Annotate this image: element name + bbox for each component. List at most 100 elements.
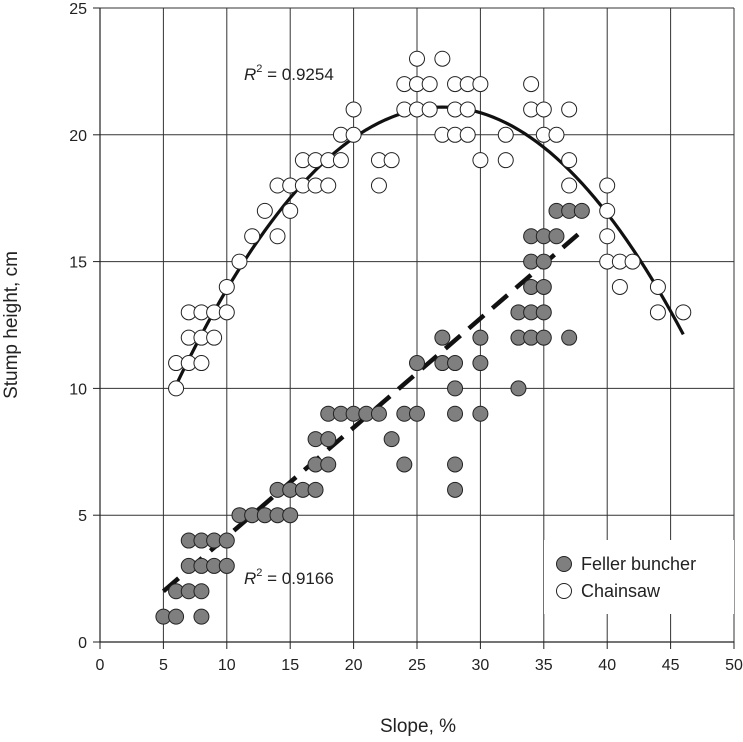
- y-axis-title: Stump height, cm: [1, 251, 22, 399]
- point-chainsaw: [421, 76, 438, 93]
- point-chainsaw: [599, 202, 616, 219]
- y-tick-label: 0: [78, 635, 87, 652]
- x-tick-label: 20: [345, 657, 363, 674]
- point-feller-buncher: [510, 380, 527, 397]
- y-tick-label: 15: [69, 255, 87, 272]
- point-chainsaw: [624, 253, 641, 270]
- x-axis-title: Slope, %: [380, 716, 456, 737]
- point-feller-buncher: [535, 304, 552, 321]
- y-tick-label: 25: [69, 1, 87, 18]
- point-feller-buncher: [320, 431, 337, 448]
- point-chainsaw: [282, 202, 299, 219]
- point-chainsaw: [256, 202, 273, 219]
- axes: 0 5 10 15 20 25 30 35 40 45 50 0 5 10 15 20 25: [69, 1, 743, 674]
- point-feller-buncher: [168, 608, 185, 625]
- point-feller-buncher: [383, 431, 400, 448]
- point-chainsaw: [459, 101, 476, 118]
- legend-label-chainsaw: Chainsaw: [581, 581, 661, 601]
- point-feller-buncher: [282, 507, 299, 524]
- point-chainsaw: [497, 126, 514, 143]
- r2-feller-value: = 0.9166: [262, 569, 333, 588]
- point-chainsaw: [193, 355, 210, 372]
- point-feller-buncher: [447, 405, 464, 422]
- point-feller-buncher: [396, 456, 413, 473]
- point-chainsaw: [320, 177, 337, 194]
- labels: Slope, % Stump height, cm R2 = 0.9254 R2…: [1, 63, 456, 737]
- point-chainsaw: [421, 101, 438, 118]
- point-feller-buncher: [193, 583, 210, 600]
- point-chainsaw: [269, 228, 286, 245]
- point-chainsaw: [206, 329, 223, 346]
- r2-feller-sup: 2: [256, 567, 262, 579]
- point-feller-buncher: [561, 329, 578, 346]
- point-chainsaw: [332, 152, 349, 169]
- point-feller-buncher: [548, 228, 565, 245]
- point-feller-buncher: [472, 329, 489, 346]
- r2-feller-r: R: [244, 569, 256, 588]
- point-feller-buncher: [535, 329, 552, 346]
- point-feller-buncher: [307, 481, 324, 498]
- point-chainsaw: [611, 278, 628, 295]
- r2-chainsaw-r: R: [244, 65, 256, 84]
- legend: Feller buncher Chainsaw: [544, 540, 734, 614]
- point-feller-buncher: [472, 355, 489, 372]
- point-chainsaw: [497, 152, 514, 169]
- point-feller-buncher: [409, 405, 425, 422]
- point-feller-buncher: [447, 481, 464, 498]
- point-chainsaw: [548, 126, 565, 143]
- y-tick-label: 10: [69, 381, 87, 398]
- point-chainsaw: [370, 177, 387, 194]
- y-tick-label: 20: [69, 128, 87, 145]
- point-feller-buncher: [472, 405, 489, 422]
- point-chainsaw: [434, 50, 451, 67]
- point-feller-buncher: [535, 278, 552, 295]
- x-tick-label: 0: [96, 657, 105, 674]
- point-feller-buncher: [370, 405, 387, 422]
- point-feller-buncher: [573, 202, 590, 219]
- point-chainsaw: [168, 380, 185, 397]
- point-chainsaw: [535, 101, 552, 118]
- point-chainsaw: [459, 126, 476, 143]
- x-tick-label: 45: [662, 657, 680, 674]
- r2-chainsaw-value: = 0.9254: [262, 65, 333, 84]
- data-points: [155, 50, 692, 625]
- point-chainsaw: [231, 253, 248, 270]
- x-tick-label: 35: [535, 657, 553, 674]
- legend-marker-feller-buncher: [556, 556, 572, 572]
- point-feller-buncher: [409, 355, 425, 372]
- point-feller-buncher: [447, 355, 464, 372]
- point-chainsaw: [561, 152, 578, 169]
- point-feller-buncher: [193, 608, 210, 625]
- point-feller-buncher: [218, 557, 235, 574]
- point-chainsaw: [383, 152, 400, 169]
- x-tick-label: 5: [159, 657, 168, 674]
- point-chainsaw: [218, 304, 235, 321]
- point-chainsaw: [561, 177, 578, 194]
- point-chainsaw: [561, 101, 578, 118]
- point-chainsaw: [472, 152, 489, 169]
- point-chainsaw: [345, 101, 362, 118]
- legend-label-feller-buncher: Feller buncher: [581, 554, 696, 574]
- x-tick-label: 30: [472, 657, 490, 674]
- point-feller-buncher: [320, 456, 337, 473]
- point-feller-buncher: [535, 253, 552, 270]
- x-tick-label: 50: [725, 657, 743, 674]
- point-feller-buncher: [447, 380, 464, 397]
- x-tick-label: 10: [218, 657, 236, 674]
- point-chainsaw: [649, 304, 666, 321]
- point-chainsaw: [345, 126, 362, 143]
- r2-feller-label: R2 = 0.9166: [244, 567, 334, 588]
- point-chainsaw: [523, 76, 540, 93]
- legend-marker-chainsaw: [556, 583, 572, 599]
- point-chainsaw: [649, 278, 666, 295]
- point-chainsaw: [409, 50, 425, 67]
- point-chainsaw: [675, 304, 692, 321]
- r2-chainsaw-sup: 2: [256, 63, 262, 75]
- legend-background: [544, 540, 734, 614]
- x-tick-label: 40: [598, 657, 616, 674]
- x-tick-label: 15: [281, 657, 299, 674]
- point-chainsaw: [218, 278, 235, 295]
- y-tick-label: 5: [78, 508, 87, 525]
